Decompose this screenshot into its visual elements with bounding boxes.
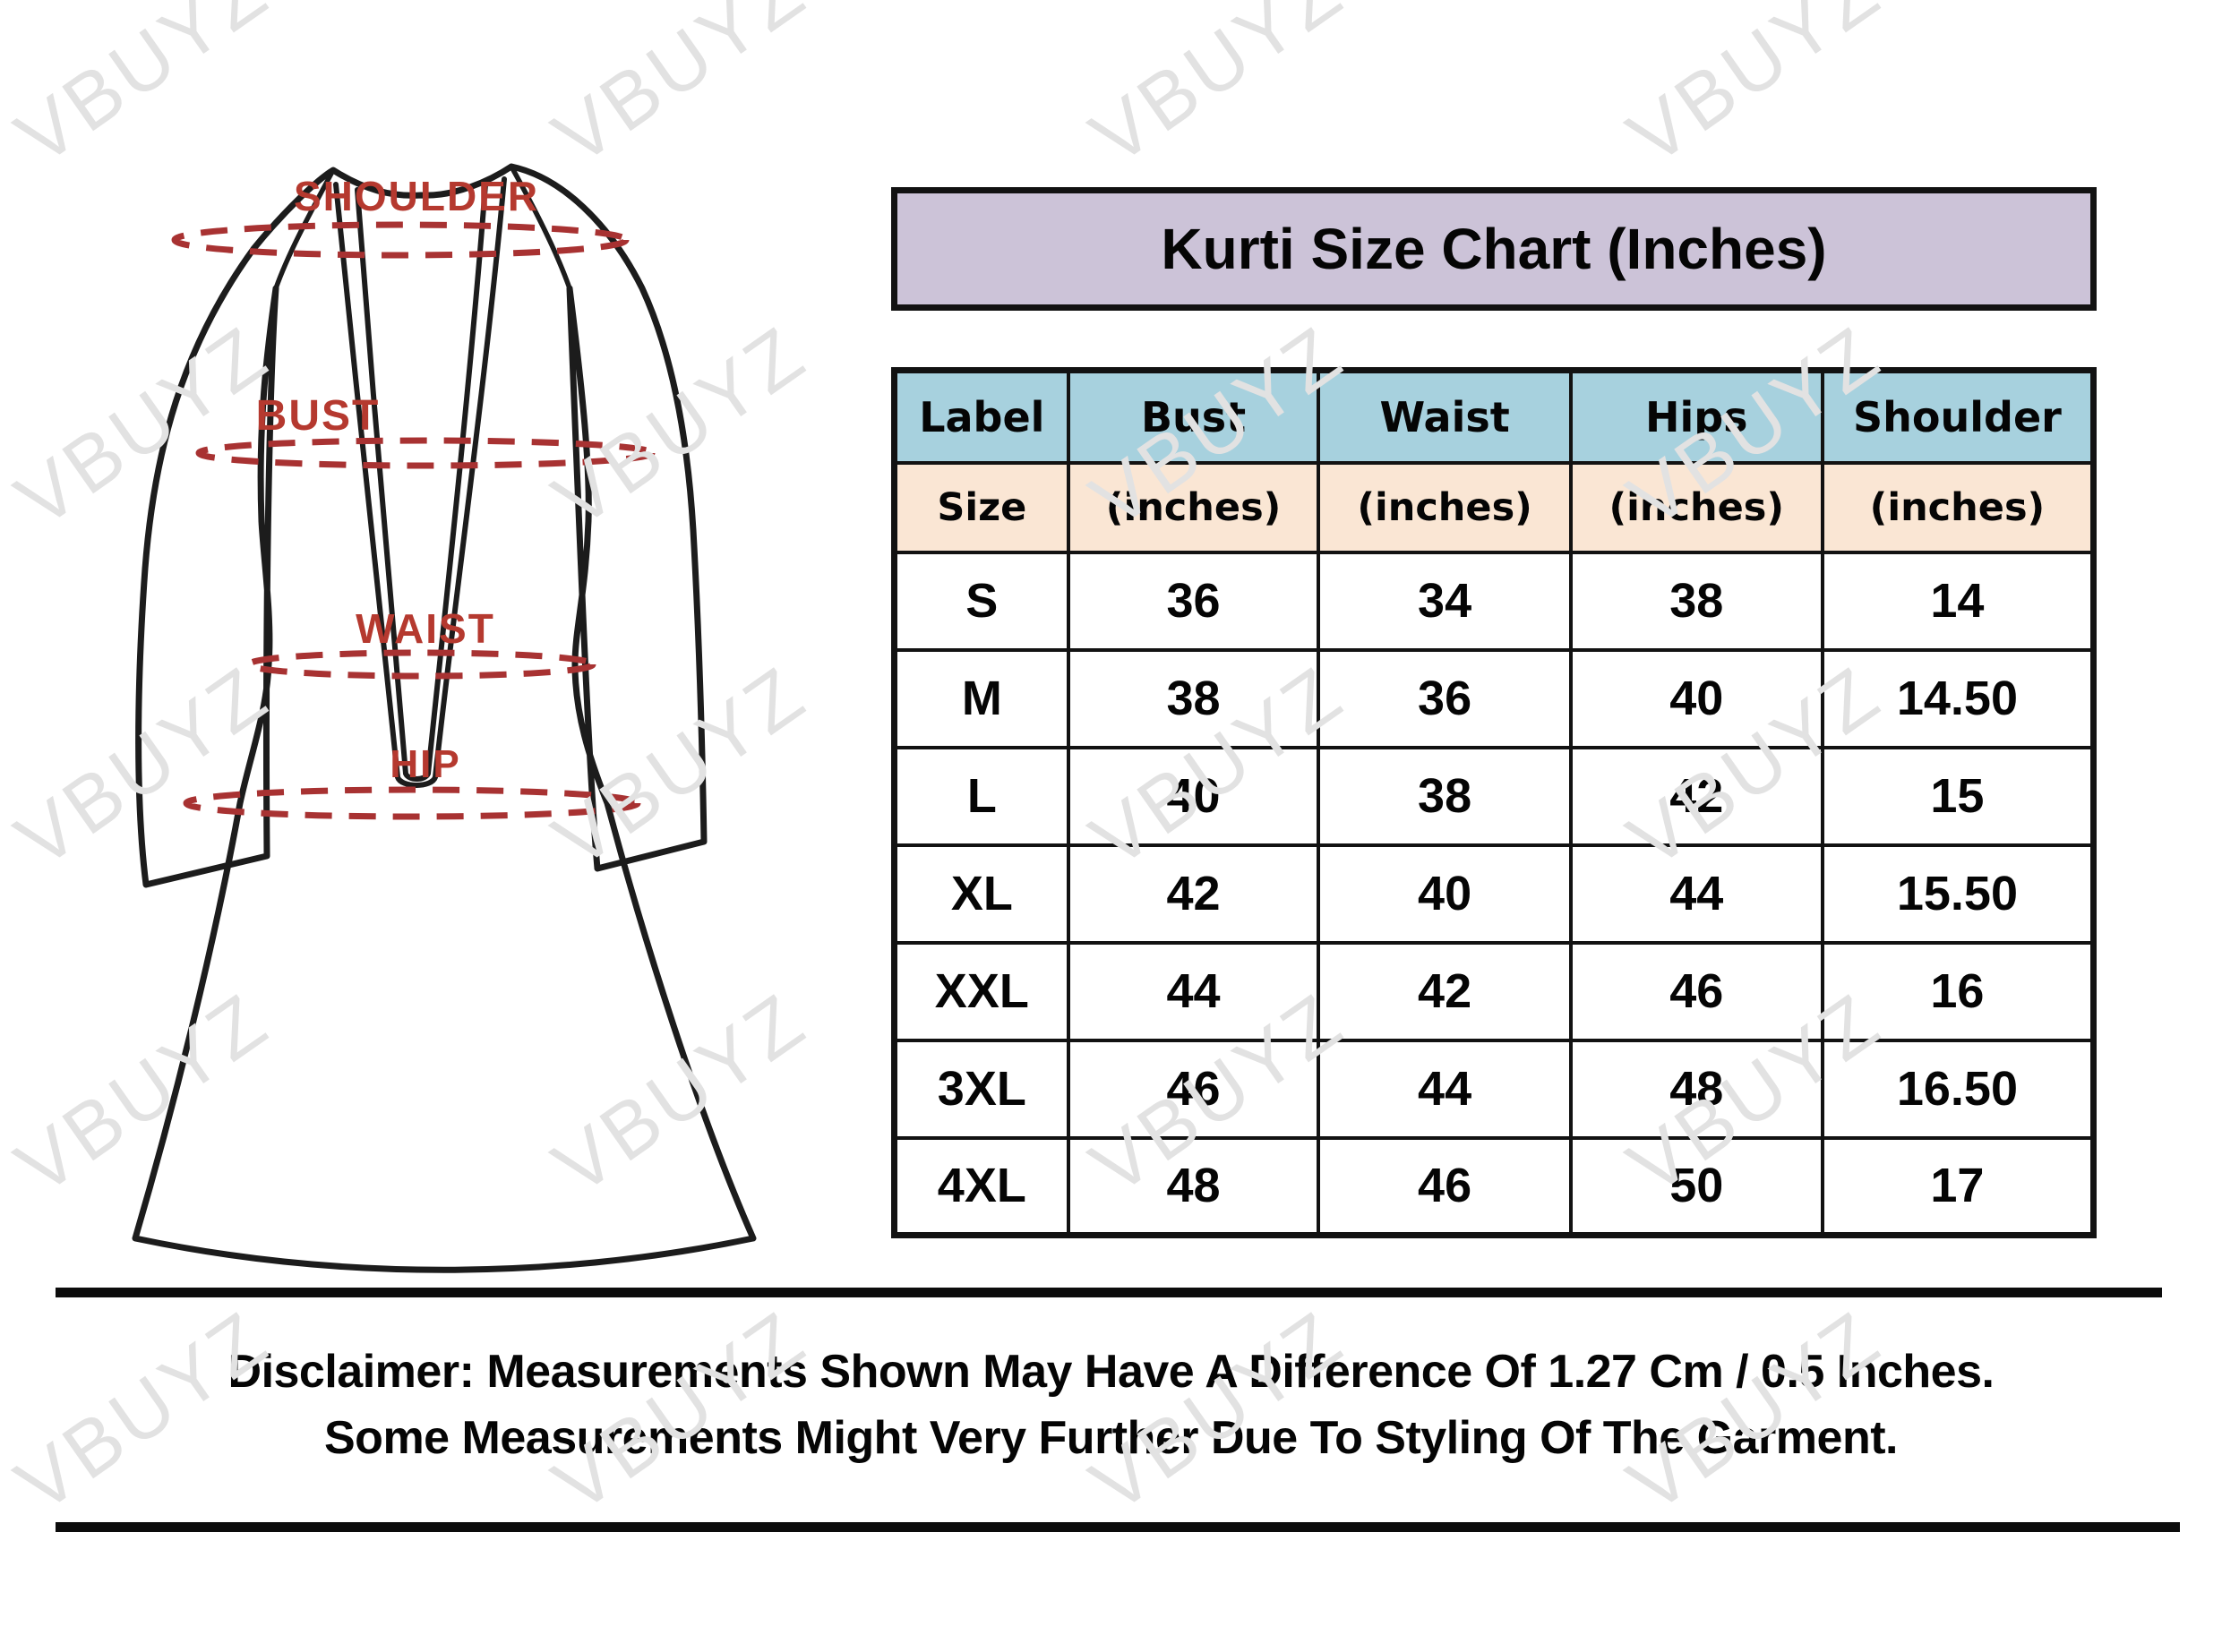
chart-title: Kurti Size Chart (Inches)	[1161, 217, 1827, 281]
subheader-cell-0: Size	[892, 460, 1070, 554]
size-table: Label Bust Waist Hips Shoulder Size (inches) (i…	[891, 367, 2097, 1238]
size-label-cell: S	[892, 550, 1070, 652]
bust-label: BUST	[256, 392, 381, 440]
subheader-row: Size (inches) (inches) (inches) (inches)	[892, 460, 2096, 554]
neck-slit	[333, 176, 507, 788]
size-label-cell: 3XL	[892, 1038, 1070, 1140]
measurement-cell: 44	[1317, 1038, 1573, 1140]
measurement-cell: 38	[1568, 550, 1824, 652]
measurement-cell: 14	[1820, 550, 2096, 652]
measurement-cell: 34	[1317, 550, 1573, 652]
measurement-cell: 48	[1568, 1038, 1824, 1140]
disclaimer-line1: Disclaimer: Measurements Shown May Have …	[227, 1346, 1995, 1398]
measurement-cell: 42	[1568, 745, 1824, 847]
measurement-cell: 42	[1317, 940, 1573, 1042]
measurement-cell: 50	[1568, 1135, 1824, 1237]
table-row-size-xxl: XXL 44 42 46 16	[892, 940, 2096, 1042]
measurement-cell: 48	[1066, 1135, 1321, 1237]
column-header-waist: Waist	[1317, 368, 1573, 465]
measurement-cell: 46	[1317, 1135, 1573, 1237]
table-row-size-s: S 36 34 38 14	[892, 550, 2096, 652]
disclaimer: Disclaimer: Measurements Shown May Have …	[0, 1340, 2222, 1472]
kurti-diagram: SHOULDER BUST WAIST HIP	[132, 163, 757, 1273]
measurement-cell: 15.50	[1820, 843, 2096, 945]
measurement-cell: 44	[1568, 843, 1824, 945]
table-row-size-3xl: 3XL 46 44 48 16.50	[892, 1038, 2096, 1140]
divider-top	[56, 1288, 2162, 1297]
hip-measure-line	[183, 786, 641, 820]
size-label-cell: M	[892, 647, 1070, 749]
table-row-size-m: M 38 36 40 14.50	[892, 647, 2096, 749]
kurti-outline	[132, 163, 757, 1273]
waist-measure-line	[245, 649, 596, 680]
measurement-cell: 15	[1820, 745, 2096, 847]
measurement-cell: 46	[1066, 1038, 1321, 1140]
disclaimer-line2: Some Measurements Might Very Further Due…	[324, 1411, 1898, 1464]
shoulder-label: SHOULDER	[294, 173, 539, 219]
column-header-hips: Hips	[1568, 368, 1824, 465]
column-header-bust: Bust	[1066, 368, 1321, 465]
table-row-size-4xl: 4XL 48 46 50 17	[892, 1135, 2096, 1237]
header-row: Label Bust Waist Hips Shoulder	[892, 368, 2096, 465]
measurement-cell: 36	[1317, 647, 1573, 749]
hip-label: HIP	[390, 742, 460, 786]
subheader-cell-4: (inches)	[1820, 460, 2096, 554]
bust-measure-line	[195, 437, 656, 469]
measurement-cell: 44	[1066, 940, 1321, 1042]
measurement-cell: 16	[1820, 940, 2096, 1042]
size-label-cell: XXL	[892, 940, 1070, 1042]
measurement-cell: 40	[1066, 745, 1321, 847]
table-row-size-xl: XL 42 40 44 15.50	[892, 843, 2096, 945]
measurement-cell: 36	[1066, 550, 1321, 652]
size-table-body: S 36 34 38 14 M 38 36 40 14.50 L 40 38 42 15 XL 42 40 44 15…	[892, 550, 2096, 1237]
right-shoulder-seam	[509, 164, 572, 291]
measurement-cell: 16.50	[1820, 1038, 2096, 1140]
watermark-text: VBUYZ	[1612, 0, 1897, 182]
subheader-cell-1: (inches)	[1066, 460, 1321, 554]
size-table-head: Label Bust Waist Hips Shoulder Size (inches) (i…	[892, 368, 2096, 554]
measurement-cell: 40	[1317, 843, 1573, 945]
subheader-cell-2: (inches)	[1317, 460, 1573, 554]
measurement-cell: 42	[1066, 843, 1321, 945]
left-shoulder-seam	[273, 167, 336, 291]
watermark-text: VBUYZ	[1075, 0, 1360, 182]
column-header-shoulder: Shoulder	[1820, 368, 2096, 465]
measurement-cell: 46	[1568, 940, 1824, 1042]
table-row-size-l: L 40 38 42 15	[892, 745, 2096, 847]
column-header-label: Label	[892, 368, 1070, 465]
measurement-cell: 17	[1820, 1135, 2096, 1237]
chart-title-box: Kurti Size Chart (Inches)	[891, 187, 2097, 311]
size-label-cell: L	[892, 745, 1070, 847]
measurement-cell: 38	[1317, 745, 1573, 847]
waist-label: WAIST	[356, 605, 495, 652]
size-label-cell: XL	[892, 843, 1070, 945]
measurement-cell: 40	[1568, 647, 1824, 749]
measurement-cell: 38	[1066, 647, 1321, 749]
subheader-cell-3: (inches)	[1568, 460, 1824, 554]
measurement-cell: 14.50	[1820, 647, 2096, 749]
size-label-cell: 4XL	[892, 1135, 1070, 1237]
shoulder-measure-line	[171, 221, 630, 259]
divider-bottom	[56, 1522, 2180, 1532]
